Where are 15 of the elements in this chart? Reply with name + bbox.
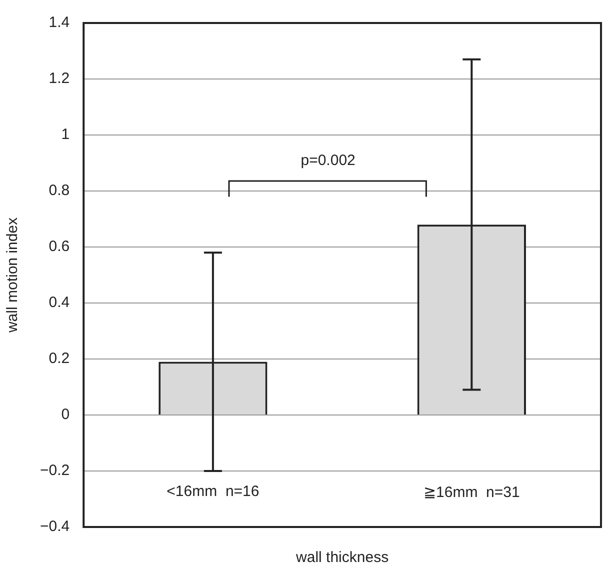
y-tick-label: −0.4 <box>40 518 70 536</box>
y-tick-label: −0.2 <box>40 462 70 480</box>
y-tick-label: 0.8 <box>48 182 70 200</box>
x-axis-title: wall thickness <box>295 549 389 566</box>
y-tick-label: 1.4 <box>48 14 70 32</box>
x-tick-label: <16mm n=16 <box>166 483 260 500</box>
annotation: p=0.002 <box>300 152 356 169</box>
x-tick-label: ≧16mm n=31 <box>422 483 521 502</box>
y-axis-title: wall motion index <box>4 216 22 334</box>
y-tick-label: 0.2 <box>48 350 70 368</box>
y-tick-label: 1.2 <box>48 70 70 88</box>
y-tick-label: 0 <box>61 406 70 424</box>
y-tick-label: 0.4 <box>48 294 70 312</box>
y-tick-label: 0.6 <box>48 238 70 256</box>
y-tick-label: 1 <box>61 126 70 144</box>
